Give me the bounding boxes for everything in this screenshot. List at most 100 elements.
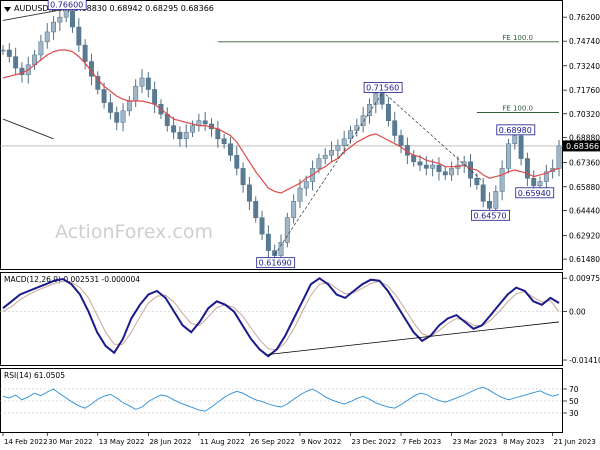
price-candle xyxy=(354,125,360,131)
price-candle xyxy=(171,125,177,133)
price-candle xyxy=(303,181,309,189)
macd-trend-line xyxy=(268,321,560,355)
price-candle xyxy=(423,164,429,169)
price-candle xyxy=(392,120,398,136)
price-candle xyxy=(524,158,530,179)
price-annotation-label: 0.61690 xyxy=(259,259,292,268)
dropdown-arrow-icon[interactable] xyxy=(4,7,11,12)
price-annotation-label: 0.65940 xyxy=(518,189,551,198)
x-tick-label: 28 Jun 2022 xyxy=(149,438,191,446)
price-tick-label: 0.64440 xyxy=(569,206,600,215)
macd-tick-label: -0.014107 xyxy=(569,356,600,365)
price-tick-label: 0.67360 xyxy=(569,158,600,167)
fib-level-label: FE 100.0 xyxy=(502,34,533,42)
x-tick-label: 23 Dec 2022 xyxy=(352,438,397,446)
price-trend-line xyxy=(2,118,54,140)
rsi-line xyxy=(2,386,560,412)
price-candle xyxy=(6,49,12,57)
x-tick-label: 9 Nov 2022 xyxy=(301,438,341,446)
price-candle xyxy=(221,138,227,144)
price-candle xyxy=(379,93,385,105)
price-candle xyxy=(120,110,126,123)
price-annotation-box xyxy=(47,0,87,10)
rsi-tick-label: 30 xyxy=(569,409,579,418)
price-candle xyxy=(177,131,183,140)
price-candle xyxy=(493,191,499,209)
price-candle xyxy=(63,10,69,18)
price-candle xyxy=(101,89,107,103)
macd-main-line xyxy=(2,277,560,358)
price-candle xyxy=(272,250,278,256)
macd-panel-frame xyxy=(0,272,563,366)
x-tick-label: 13 May 2022 xyxy=(99,438,145,446)
price-tick-label: 0.74740 xyxy=(569,37,600,46)
price-candle xyxy=(133,85,139,102)
price-candle xyxy=(114,112,120,123)
price-candle xyxy=(95,76,101,90)
current-price-marker: 0.68366 xyxy=(563,140,600,152)
x-tick-label: 14 Feb 2022 xyxy=(4,438,48,446)
macd-y-axis: 0.009751 0.00 -0.014107 xyxy=(0,274,600,365)
price-chart-title: AUDUSD,Daily 0.68830 0.68942 0.68295 0.6… xyxy=(14,4,214,13)
price-candle xyxy=(430,164,436,169)
rsi-tick-label: 70 xyxy=(569,385,579,394)
price-panel-frame xyxy=(0,0,563,270)
price-candle xyxy=(38,41,44,56)
price-candle xyxy=(487,201,492,209)
price-candle xyxy=(240,168,246,186)
x-tick-label: 7 Feb 2023 xyxy=(402,438,441,446)
price-candle xyxy=(183,131,189,140)
price-annotation-box xyxy=(496,124,536,136)
price-candle xyxy=(0,49,6,52)
price-candle xyxy=(202,120,208,125)
price-candle xyxy=(265,233,271,251)
price-candle xyxy=(316,158,322,169)
price-tick-label: 0.61480 xyxy=(569,255,600,264)
x-tick-label: 8 May 2023 xyxy=(503,438,544,446)
current-price-box xyxy=(563,140,600,152)
price-candle xyxy=(126,100,132,112)
price-annotation-label: 0.64570 xyxy=(474,211,507,220)
price-tick-label: 0.65880 xyxy=(569,183,600,192)
price-candle xyxy=(152,89,158,105)
price-candle xyxy=(215,128,221,140)
price-annotation-box xyxy=(515,187,555,199)
price-candle xyxy=(506,143,511,169)
price-candle xyxy=(107,102,113,113)
price-candle xyxy=(57,16,63,23)
price-candle xyxy=(442,171,448,176)
rsi-panel-frame xyxy=(0,368,563,433)
price-tick-label: 0.62920 xyxy=(569,231,600,240)
x-tick-label: 26 Sep 2022 xyxy=(250,438,294,446)
x-tick-label: 11 Aug 2022 xyxy=(200,438,245,446)
price-candle xyxy=(322,154,328,159)
macd-signal-line xyxy=(2,280,560,351)
price-candle xyxy=(291,201,297,218)
macd-tick-label: 0.00 xyxy=(569,308,586,317)
price-candle xyxy=(373,93,379,105)
price-candle xyxy=(360,115,366,126)
price-candle xyxy=(518,135,524,159)
price-annotation-label: 0.68980 xyxy=(499,126,532,135)
price-candle xyxy=(139,77,145,87)
price-candle xyxy=(398,135,404,146)
price-tick-label: 0.73240 xyxy=(569,62,600,71)
rsi-tick-label: 50 xyxy=(569,397,579,406)
price-candle xyxy=(145,77,151,90)
fib-level-label: FE 100.0 xyxy=(502,104,533,112)
price-annotation-box xyxy=(471,209,510,221)
price-candle xyxy=(367,104,372,117)
price-candle xyxy=(44,31,50,43)
price-trend-line xyxy=(381,90,484,182)
price-candle xyxy=(512,135,518,144)
price-candle xyxy=(278,242,284,256)
price-candle xyxy=(385,104,391,121)
price-trend-line xyxy=(274,93,383,255)
price-annotation-box xyxy=(363,82,403,93)
price-candle xyxy=(556,145,562,169)
price-tick-label: 0.76200 xyxy=(569,13,600,22)
current-price-label: 0.68366 xyxy=(566,142,599,151)
price-candle xyxy=(543,171,549,182)
price-candle xyxy=(341,138,347,146)
